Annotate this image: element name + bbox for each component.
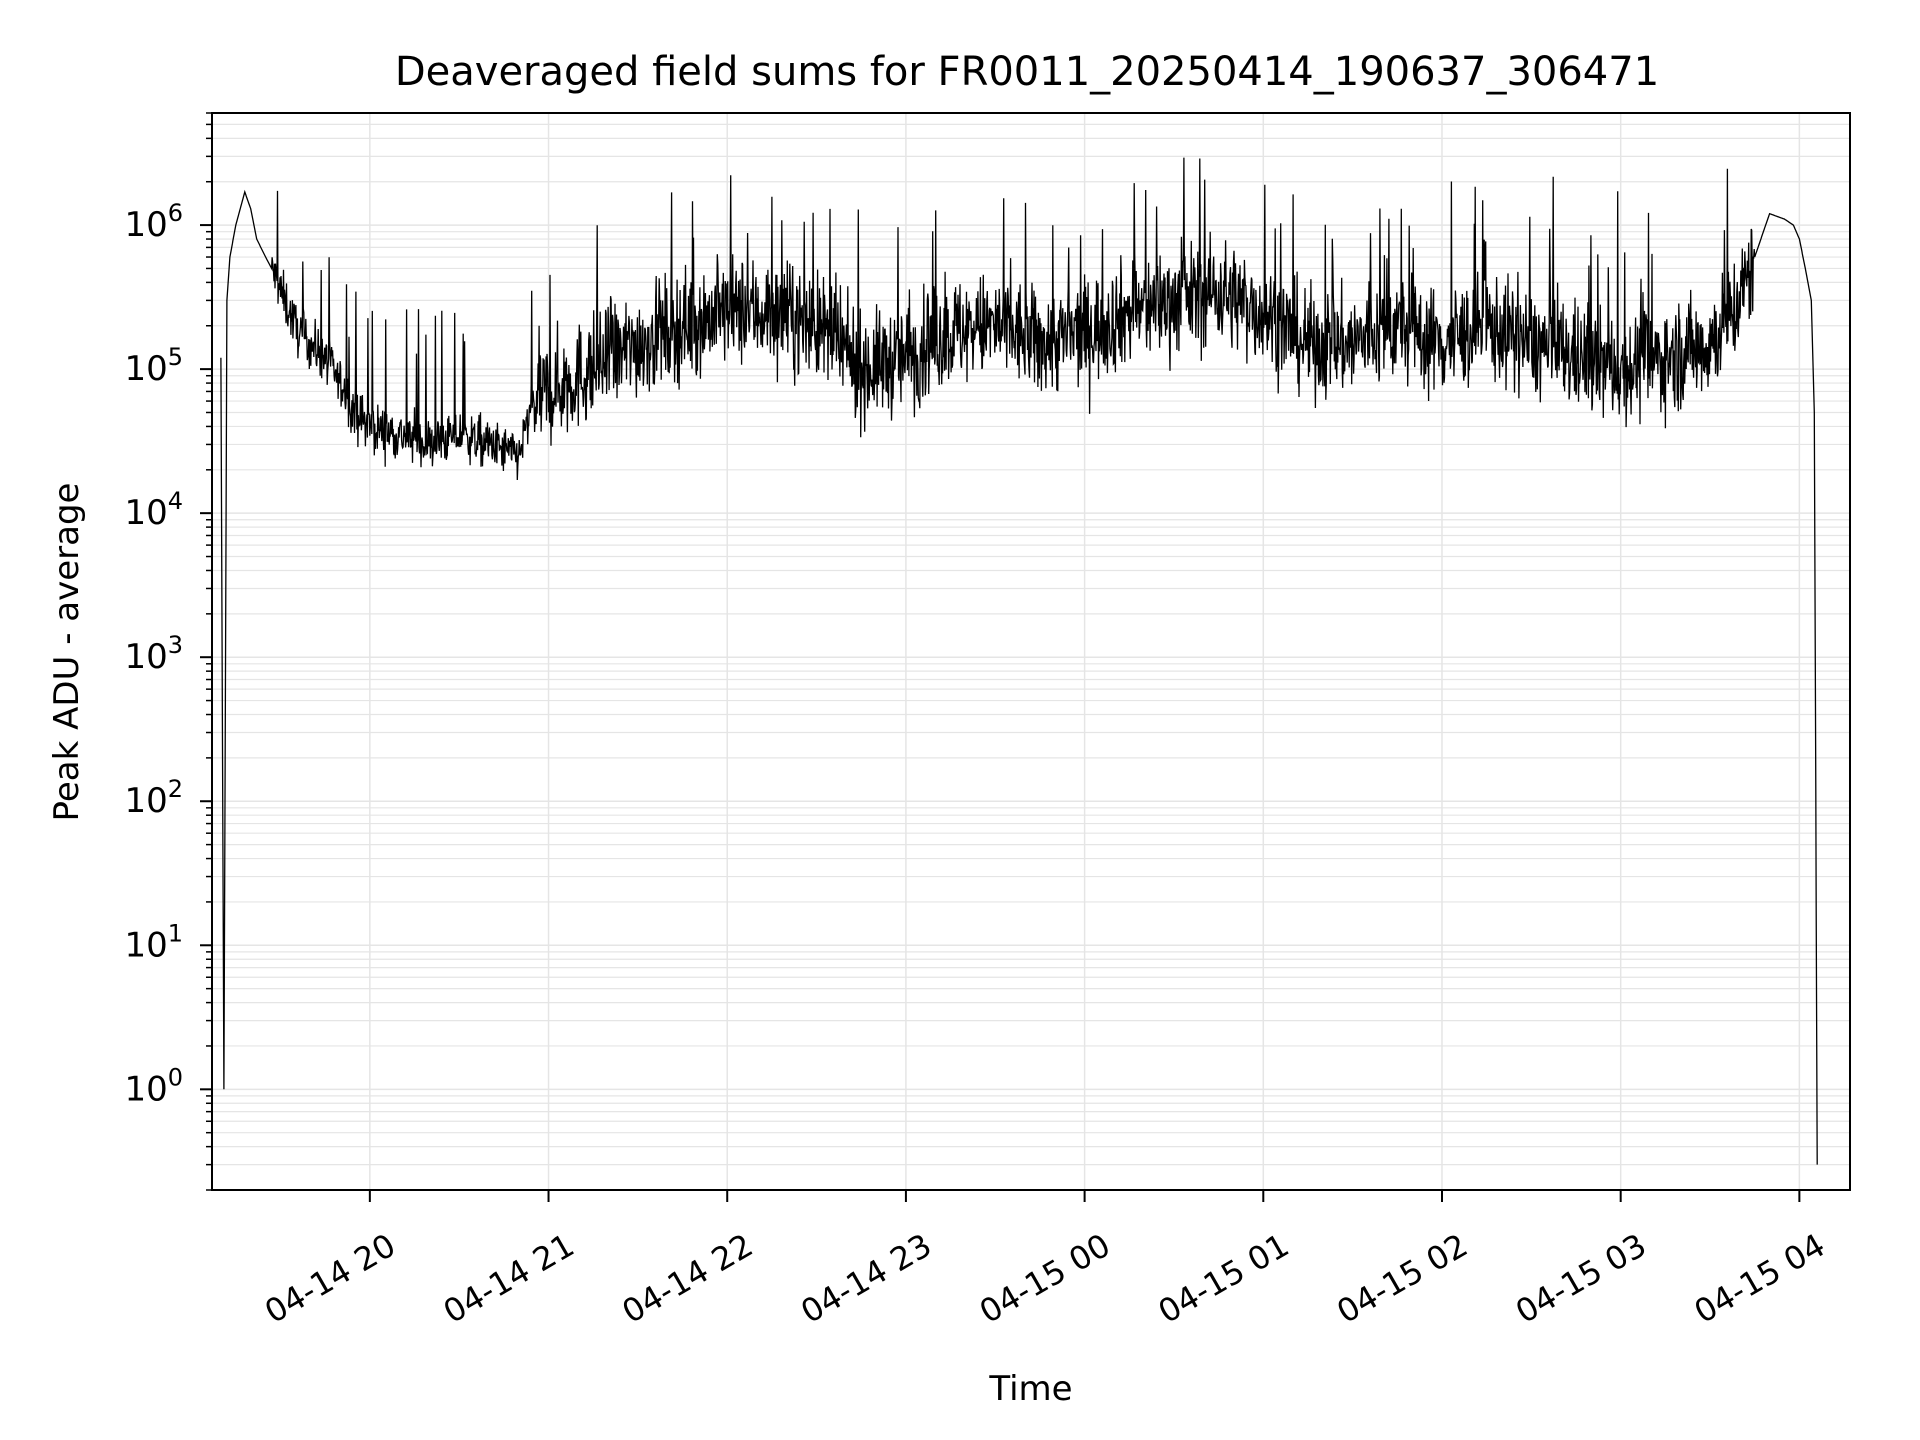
- x-axis-label: Time: [988, 1369, 1072, 1409]
- y-tick-label: 106: [124, 199, 183, 245]
- y-tick-label-exponent: 5: [168, 343, 183, 371]
- chart-title: Deaveraged field sums for FR0011_2025041…: [395, 49, 1659, 95]
- series-line-layer: [220, 157, 1818, 1165]
- y-tick-label-base: 10: [124, 205, 167, 245]
- y-tick-label-base: 10: [124, 493, 167, 533]
- y-tick-label: 103: [124, 631, 183, 677]
- y-tick-label-exponent: 6: [168, 199, 183, 227]
- y-axis-label: Peak ADU - average: [47, 483, 87, 822]
- y-tick-label-exponent: 2: [168, 775, 183, 803]
- y-tick-label-exponent: 1: [168, 919, 183, 947]
- grid: [212, 112, 1850, 1191]
- y-tick-label: 101: [124, 919, 183, 965]
- y-tick-label: 104: [124, 487, 183, 533]
- y-tick-label-base: 10: [124, 781, 167, 821]
- y-tick-label-exponent: 4: [168, 487, 183, 515]
- plot-frame: [211, 112, 1851, 1191]
- y-tick-label: 100: [124, 1063, 183, 1109]
- y-tick-label-base: 10: [124, 349, 167, 389]
- y-tick-label-base: 10: [124, 1069, 167, 1109]
- series-line: [220, 157, 1818, 1165]
- y-tick-label-base: 10: [124, 637, 167, 677]
- y-tick-label: 102: [124, 775, 183, 821]
- y-tick-label: 105: [124, 343, 183, 389]
- y-tick-label-exponent: 3: [168, 631, 183, 659]
- y-tick-label-exponent: 0: [168, 1063, 183, 1091]
- y-tick-label-base: 10: [124, 925, 167, 965]
